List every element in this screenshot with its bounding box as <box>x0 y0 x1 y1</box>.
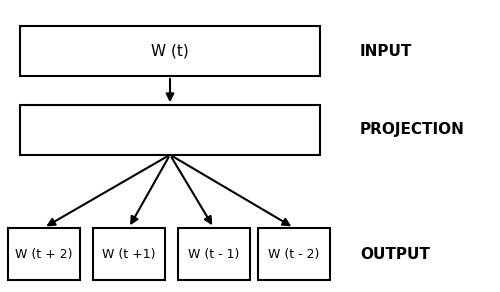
Bar <box>92 228 165 280</box>
Text: W (t + 2): W (t + 2) <box>15 248 72 260</box>
Bar <box>20 105 320 155</box>
Text: OUTPUT: OUTPUT <box>360 246 430 262</box>
Text: W (t): W (t) <box>151 44 189 59</box>
Bar <box>178 228 250 280</box>
Bar <box>258 228 330 280</box>
Text: W (t - 1): W (t - 1) <box>188 248 240 260</box>
Bar <box>8 228 80 280</box>
Text: PROJECTION: PROJECTION <box>360 122 465 138</box>
Text: W (t - 2): W (t - 2) <box>268 248 320 260</box>
Text: W (t +1): W (t +1) <box>102 248 156 260</box>
Bar <box>20 26 320 76</box>
Text: INPUT: INPUT <box>360 44 412 59</box>
